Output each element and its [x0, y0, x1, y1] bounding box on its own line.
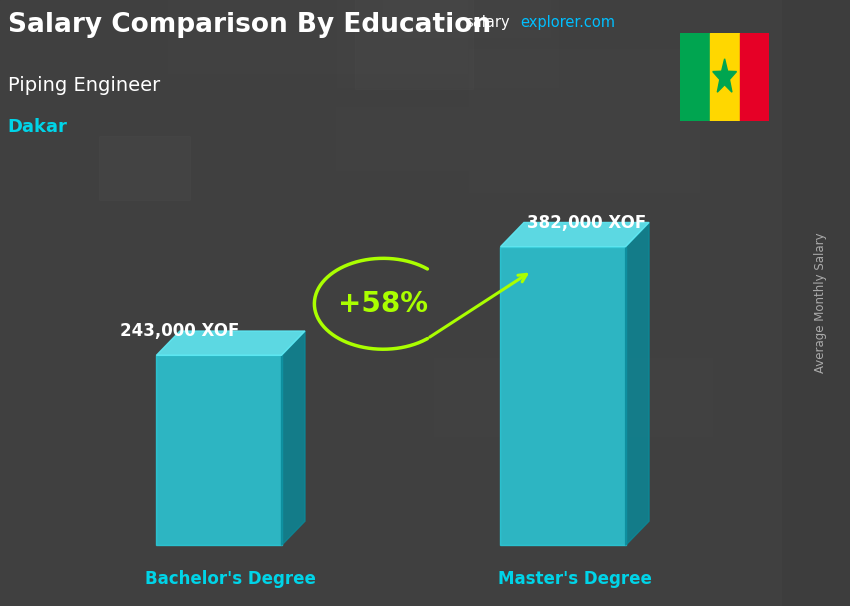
Text: explorer.com: explorer.com — [520, 15, 615, 30]
Bar — [11, 314, 286, 486]
Bar — [196, 201, 332, 363]
Bar — [680, 33, 710, 121]
Text: 382,000 XOF: 382,000 XOF — [527, 213, 646, 231]
Text: Salary Comparison By Education: Salary Comparison By Education — [8, 12, 491, 38]
Polygon shape — [156, 331, 305, 355]
Text: +58%: +58% — [338, 290, 428, 318]
Bar — [740, 33, 769, 121]
Bar — [355, 0, 521, 49]
Bar — [501, 247, 626, 545]
Text: salary: salary — [465, 15, 510, 30]
Bar — [381, 110, 468, 239]
Bar — [156, 355, 281, 545]
Bar — [125, 494, 238, 547]
Polygon shape — [501, 222, 649, 247]
Bar — [414, 401, 659, 491]
Polygon shape — [626, 222, 649, 545]
Bar — [710, 33, 740, 121]
Text: 243,000 XOF: 243,000 XOF — [120, 322, 240, 340]
Polygon shape — [713, 59, 736, 92]
Text: Master's Degree: Master's Degree — [498, 570, 652, 588]
Bar — [404, 10, 651, 168]
Text: Average Monthly Salary: Average Monthly Salary — [813, 233, 827, 373]
Text: Bachelor's Degree: Bachelor's Degree — [145, 570, 316, 588]
Text: Dakar: Dakar — [8, 118, 68, 136]
Bar — [212, 0, 494, 23]
Polygon shape — [281, 331, 305, 545]
Text: Piping Engineer: Piping Engineer — [8, 76, 160, 95]
